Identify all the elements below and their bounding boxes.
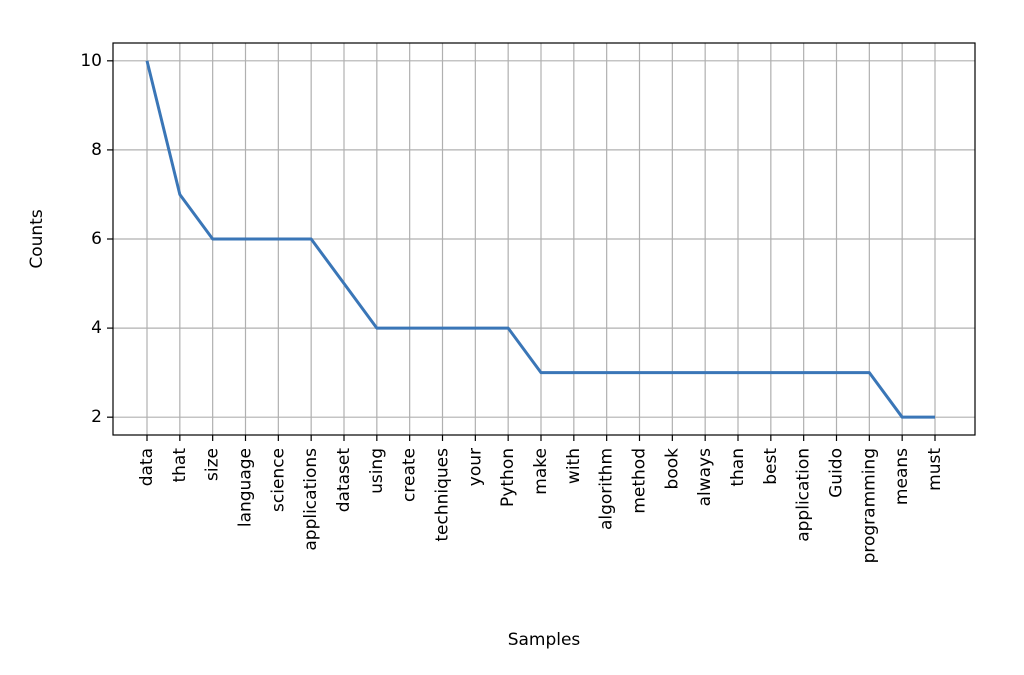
x-tick-label: than [728, 448, 748, 487]
y-tick-label: 10 [80, 51, 102, 71]
x-tick-label: language [236, 448, 256, 527]
x-tick-label: programming [859, 448, 879, 563]
x-tick-label: data [137, 448, 157, 486]
x-tick-label: science [268, 448, 288, 512]
x-tick-label: book [662, 448, 682, 490]
y-axis: 2 4 6 8 10 [80, 51, 113, 427]
x-tick-label: means [892, 448, 912, 505]
x-tick-label: dataset [334, 448, 354, 513]
x-tick-label: Python [498, 448, 518, 507]
x-tick-label: using [367, 448, 387, 494]
x-tick-label: applications [301, 448, 321, 551]
y-axis-title: Counts [27, 209, 47, 268]
x-tick-label: size [203, 448, 223, 481]
x-tick-label: method [630, 448, 650, 514]
series-line [145, 60, 935, 419]
x-tick-label: make [531, 448, 551, 495]
y-tick-label: 6 [91, 229, 102, 249]
x-tick-label: always [695, 448, 715, 507]
x-tick-label: must [925, 448, 945, 491]
x-tick-label: Guido [827, 448, 847, 498]
x-tick-label: application [794, 448, 814, 542]
x-tick-label: that [170, 448, 190, 483]
y-tick-label: 8 [91, 140, 102, 160]
y-tick-label: 2 [91, 407, 102, 427]
y-tick-label: 4 [91, 318, 102, 338]
x-tick-label: with [564, 448, 584, 484]
x-tick-label: your [465, 448, 485, 486]
x-axis: data that size language science applications d… [137, 435, 945, 563]
x-tick-label: algorithm [597, 448, 617, 530]
series-layer [145, 60, 935, 419]
x-tick-label: create [400, 448, 420, 502]
x-axis-title: Samples [508, 630, 581, 650]
grid [113, 43, 975, 435]
x-tick-label: techniques [433, 448, 453, 542]
x-tick-label: best [761, 448, 781, 485]
